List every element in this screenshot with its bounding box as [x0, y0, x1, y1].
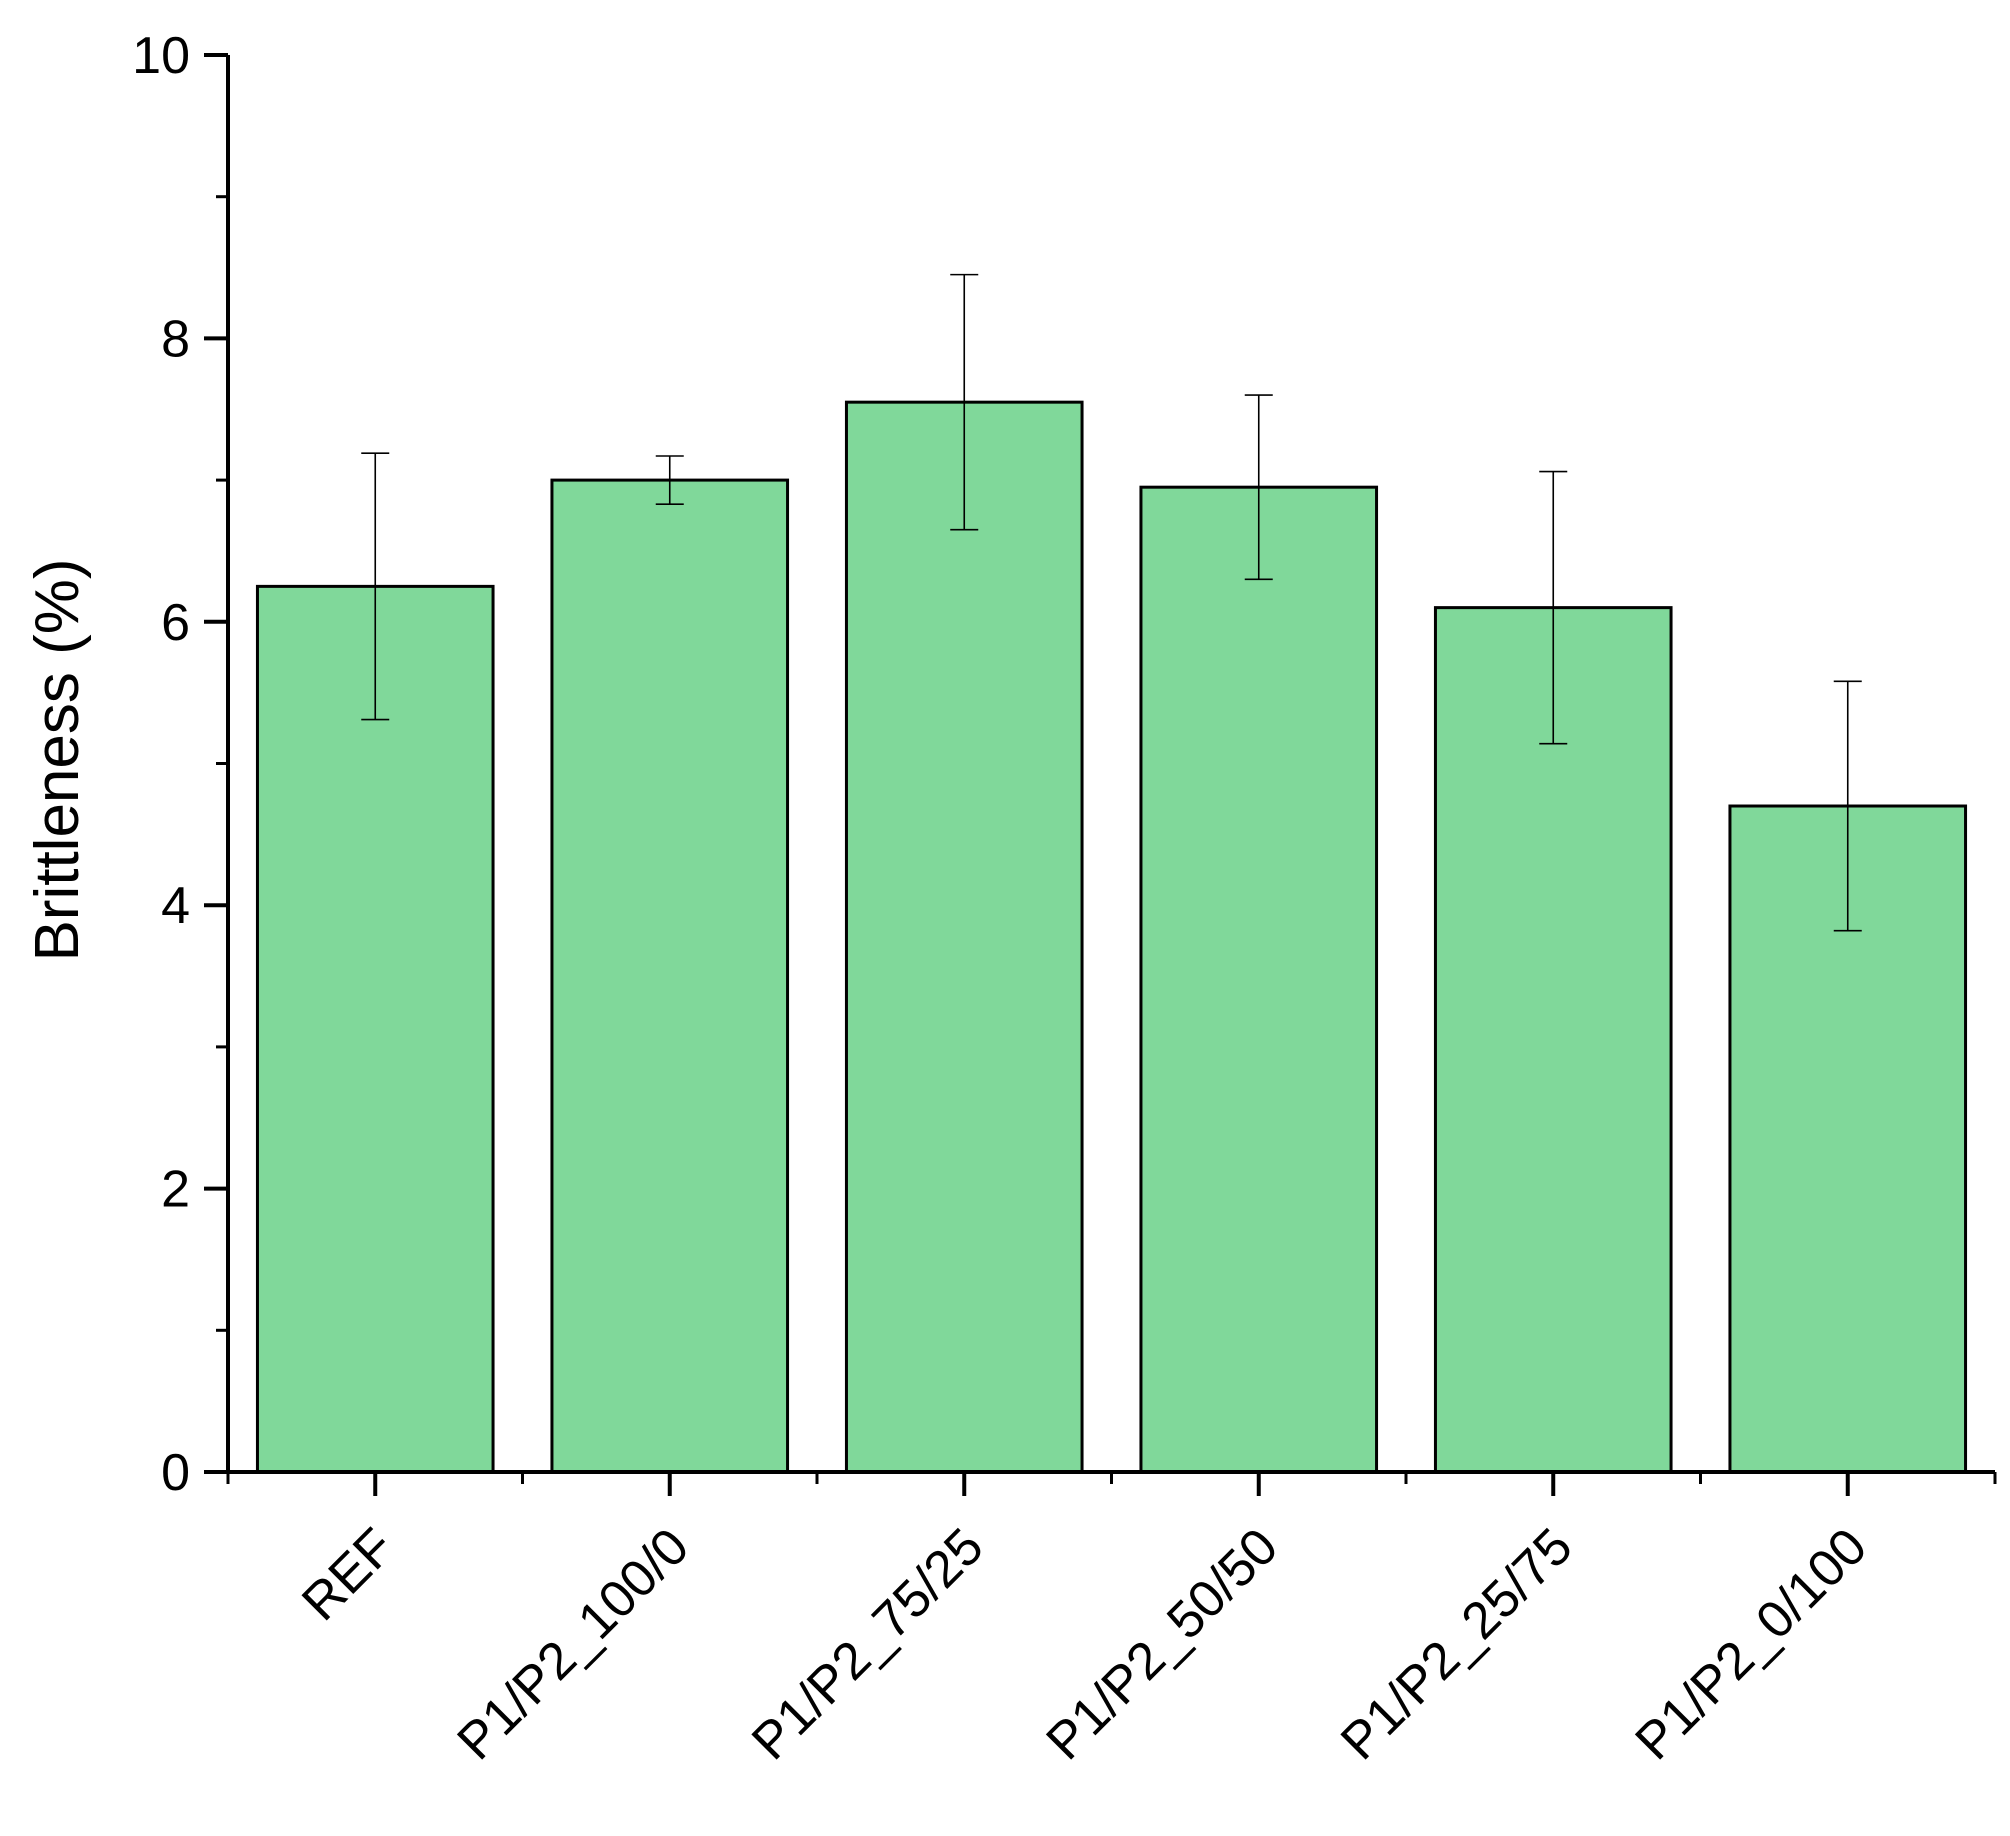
error-bars-group	[361, 273, 1862, 932]
axes-group	[204, 53, 1997, 1496]
x-tick-label: P1/P2_100/0	[447, 1517, 701, 1771]
bar	[255, 584, 495, 1474]
y-tick-label: 0	[161, 1444, 190, 1502]
bar	[1433, 606, 1673, 1474]
bar	[844, 400, 1084, 1474]
y-tick-label: 4	[161, 877, 190, 935]
bar	[1139, 485, 1379, 1474]
x-tick-label: P1/P2_0/100	[1625, 1517, 1879, 1771]
y-tick-label: 2	[161, 1161, 190, 1219]
x-tick-label: P1/P2_75/25	[741, 1517, 995, 1771]
y-tick-label: 6	[161, 594, 190, 652]
x-tick-label: P1/P2_25/75	[1330, 1517, 1584, 1771]
x-tick-label: REF	[291, 1517, 406, 1632]
y-axis-title: Brittleness (%)	[23, 558, 92, 961]
y-tick-label: 8	[161, 310, 190, 368]
x-tick-label: P1/P2_50/50	[1036, 1517, 1290, 1771]
bars-group	[255, 400, 1968, 1474]
bar	[550, 478, 790, 1474]
y-tick-label: 10	[132, 27, 190, 85]
